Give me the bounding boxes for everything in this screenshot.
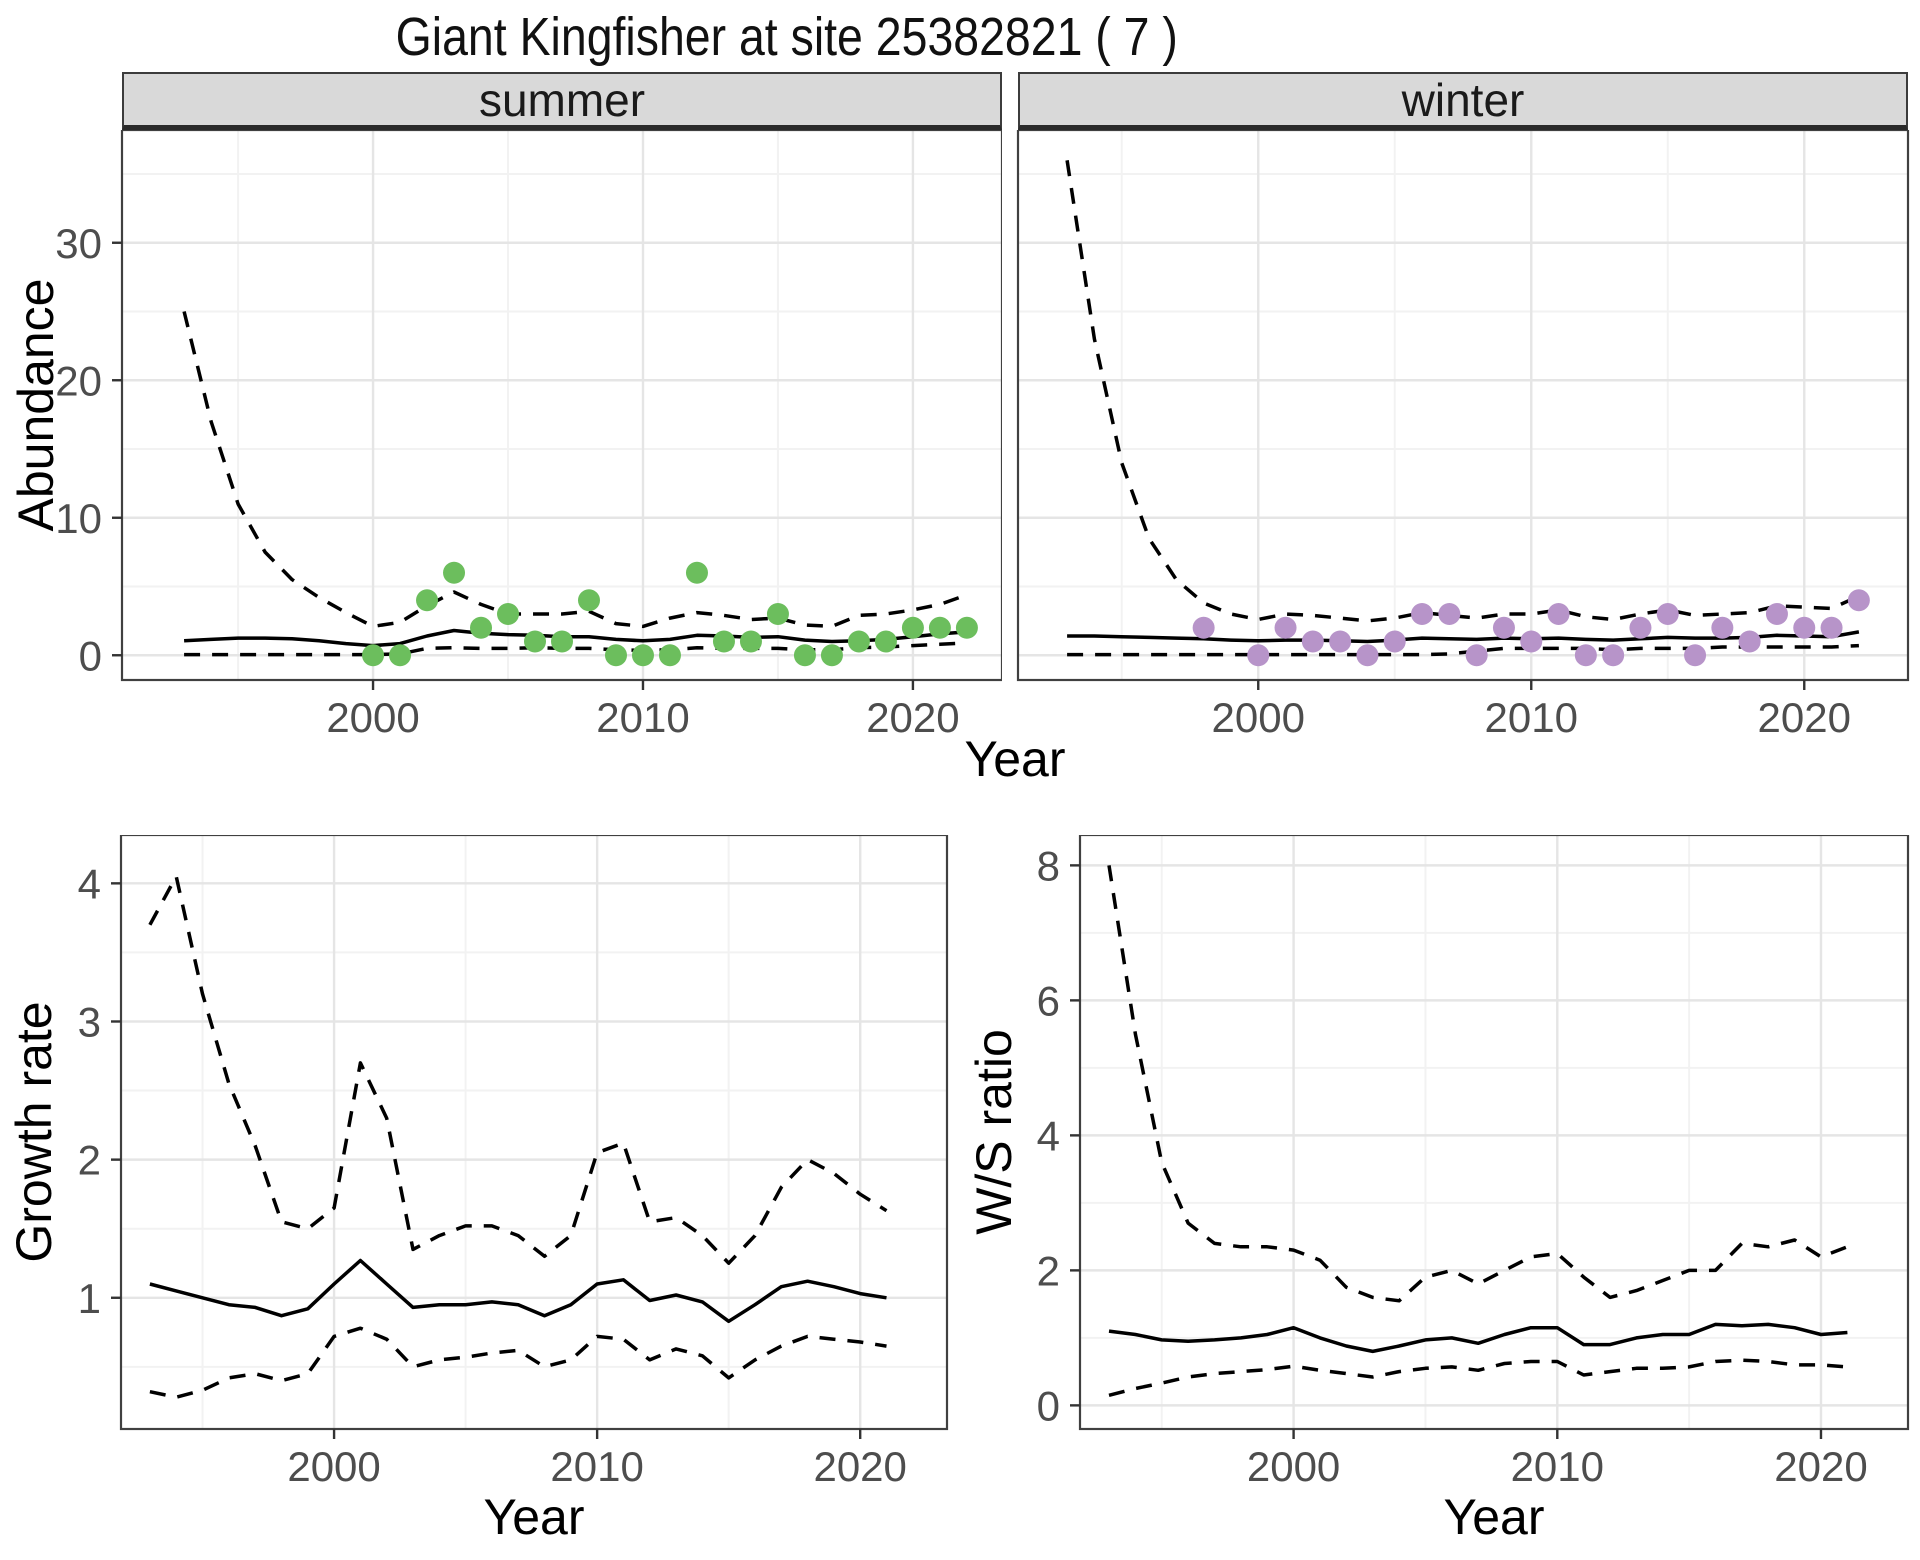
svg-text:2010: 2010: [1485, 694, 1578, 741]
growth-rate-plot: 2000 2010 2020 1 2 3 4: [78, 835, 949, 1490]
chart-title-wrap: Giant Kingfisher at site 25382821 ( 7 ): [0, 6, 1574, 68]
svg-text:2020: 2020: [813, 1443, 906, 1490]
svg-text:20: 20: [55, 357, 102, 404]
svg-text:3: 3: [78, 998, 101, 1045]
svg-text:30: 30: [55, 220, 102, 267]
svg-text:2000: 2000: [1247, 1443, 1340, 1490]
svg-text:8: 8: [1037, 842, 1060, 889]
facet-strip-summer-label: summer: [478, 73, 646, 126]
ws-ratio-plot: 2000 2010 2020 0 2 4 6 8: [1037, 835, 1910, 1490]
svg-text:2010: 2010: [550, 1443, 643, 1490]
svg-text:0: 0: [1037, 1382, 1060, 1429]
svg-text:2: 2: [1037, 1247, 1060, 1294]
svg-text:1: 1: [78, 1275, 101, 1322]
svg-text:2000: 2000: [1212, 694, 1305, 741]
facet-strip-winter-label: winter: [1401, 73, 1525, 126]
svg-text:6: 6: [1037, 977, 1060, 1024]
svg-text:0: 0: [79, 632, 102, 679]
year-axis-title-bottom-left: Year: [483, 1489, 585, 1545]
svg-text:2000: 2000: [287, 1443, 380, 1490]
abundance-summer-plot: 2000 2010 2020 0 10 20 30: [55, 130, 1002, 741]
svg-text:2020: 2020: [1774, 1443, 1867, 1490]
svg-text:2010: 2010: [596, 694, 689, 741]
chart-title: Giant Kingfisher at site 25382821 ( 7 ): [395, 7, 1179, 67]
svg-text:10: 10: [55, 495, 102, 542]
svg-text:4: 4: [78, 860, 101, 907]
svg-text:2020: 2020: [1758, 694, 1851, 741]
abundance-winter-plot: 2000 2010 2020: [1016, 130, 1910, 741]
year-axis-title-bottom-right: Year: [1443, 1489, 1545, 1545]
svg-text:2010: 2010: [1511, 1443, 1604, 1490]
svg-text:2000: 2000: [326, 694, 419, 741]
svg-text:2020: 2020: [866, 694, 959, 741]
svg-text:2: 2: [78, 1137, 101, 1184]
facet-strip-summer: summer: [122, 72, 1002, 130]
svg-text:4: 4: [1037, 1112, 1060, 1159]
year-axis-title-top: Year: [964, 731, 1066, 787]
facet-strip-winter: winter: [1018, 72, 1908, 130]
